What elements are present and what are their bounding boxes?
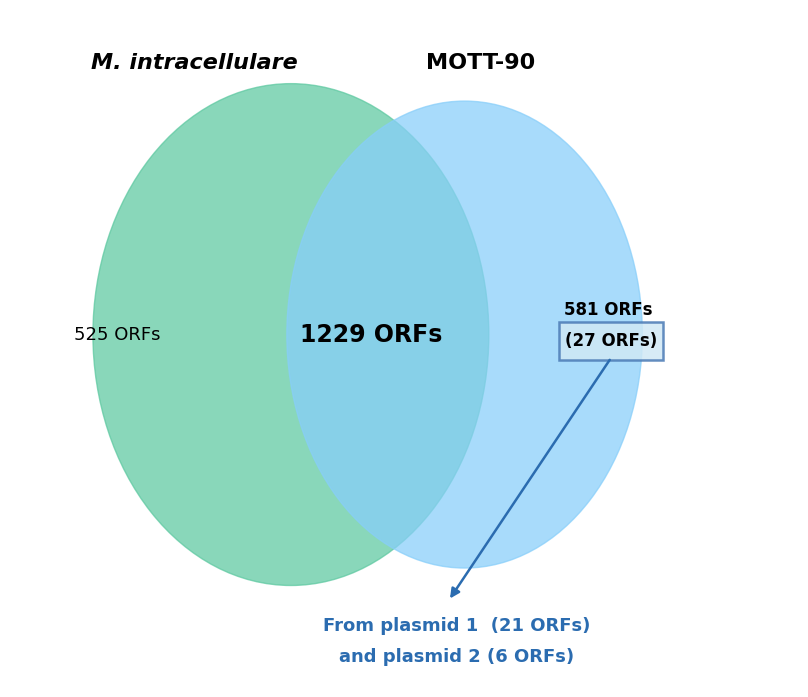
Text: (27 ORFs): (27 ORFs) [565,332,658,350]
FancyBboxPatch shape [559,322,663,360]
Text: and plasmid 2 (6 ORFs): and plasmid 2 (6 ORFs) [339,648,574,666]
Text: 581 ORFs: 581 ORFs [564,301,653,319]
Ellipse shape [287,101,642,568]
Text: MOTT-90: MOTT-90 [426,53,536,73]
Text: 525 ORFs: 525 ORFs [74,325,161,344]
Text: 1229 ORFs: 1229 ORFs [301,323,443,346]
Text: M. intracellulare: M. intracellulare [90,53,297,73]
Text: From plasmid 1  (21 ORFs): From plasmid 1 (21 ORFs) [323,617,590,635]
Ellipse shape [93,84,489,585]
